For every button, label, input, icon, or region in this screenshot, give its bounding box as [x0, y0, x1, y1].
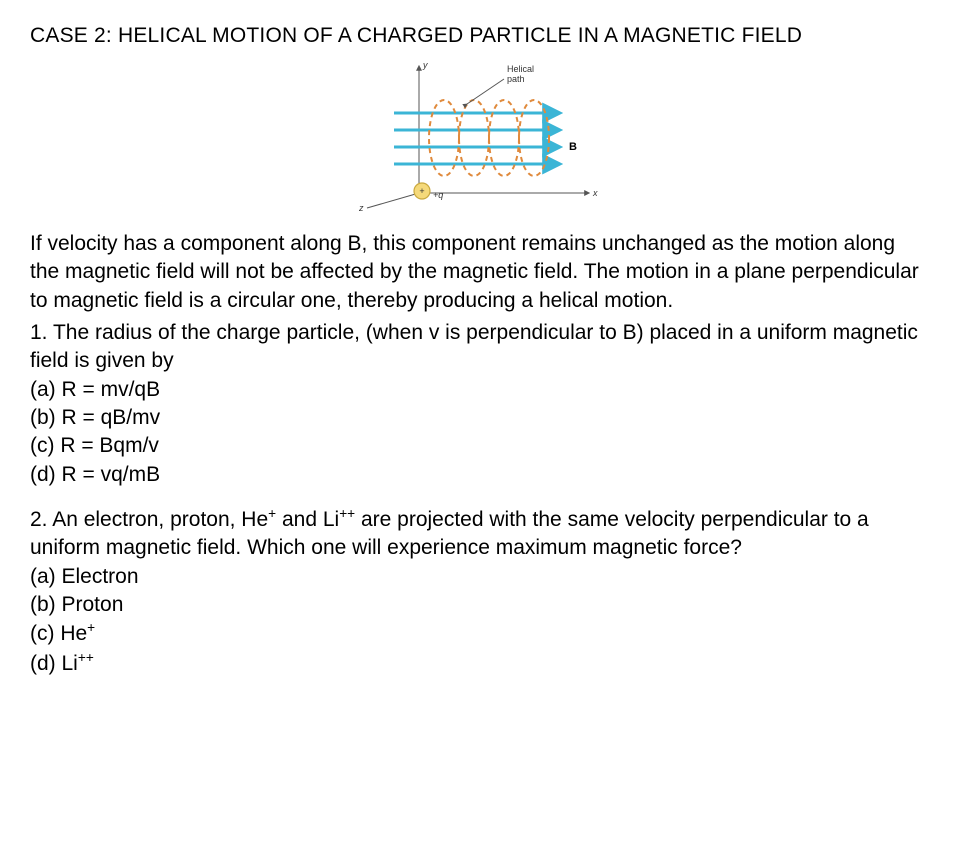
q-label: +q	[433, 190, 443, 200]
question-2: 2. An electron, proton, He+ and Li++ are…	[30, 505, 927, 678]
q2-option-a: (a) Electron	[30, 563, 927, 591]
q2-option-b: (b) Proton	[30, 591, 927, 619]
B-label: B	[569, 141, 577, 153]
q2-text-mid1: and Li	[276, 508, 339, 531]
particle-plus: +	[419, 186, 424, 196]
q2-sup1: +	[268, 506, 276, 521]
q1-option-b: (b) R = qB/mv	[30, 404, 927, 432]
z-axis	[367, 193, 419, 208]
q2-d-sup: ++	[78, 650, 94, 665]
q2-text-pre: 2. An electron, proton, He	[30, 508, 268, 531]
helix-label-leader	[467, 79, 504, 104]
helical-label-1: Helical	[507, 64, 534, 74]
intro-paragraph: If velocity has a component along B, thi…	[30, 230, 927, 315]
q2-text: 2. An electron, proton, He+ and Li++ are…	[30, 505, 927, 563]
question-1: 1. The radius of the charge particle, (w…	[30, 319, 927, 489]
z-label: z	[358, 203, 364, 213]
y-label: y	[422, 60, 428, 70]
q1-text: 1. The radius of the charge particle, (w…	[30, 319, 927, 376]
q1-option-a: (a) R = mv/qB	[30, 376, 927, 404]
q2-option-c: (c) He+	[30, 619, 927, 648]
diagram-container: + Helical path B x y z +q	[30, 58, 927, 218]
q1-option-d: (d) R = vq/mB	[30, 461, 927, 489]
q2-c-sup: +	[87, 620, 95, 635]
page-title: CASE 2: HELICAL MOTION OF A CHARGED PART…	[30, 24, 927, 48]
q1-option-c: (c) R = Bqm/v	[30, 432, 927, 460]
helical-label-2: path	[507, 74, 525, 84]
q2-c-pre: (c) He	[30, 622, 87, 645]
helical-diagram: + Helical path B x y z +q	[349, 58, 609, 218]
q2-d-pre: (d) Li	[30, 652, 78, 675]
x-label: x	[592, 188, 598, 198]
q2-option-d: (d) Li++	[30, 649, 927, 678]
q2-sup2: ++	[339, 506, 355, 521]
